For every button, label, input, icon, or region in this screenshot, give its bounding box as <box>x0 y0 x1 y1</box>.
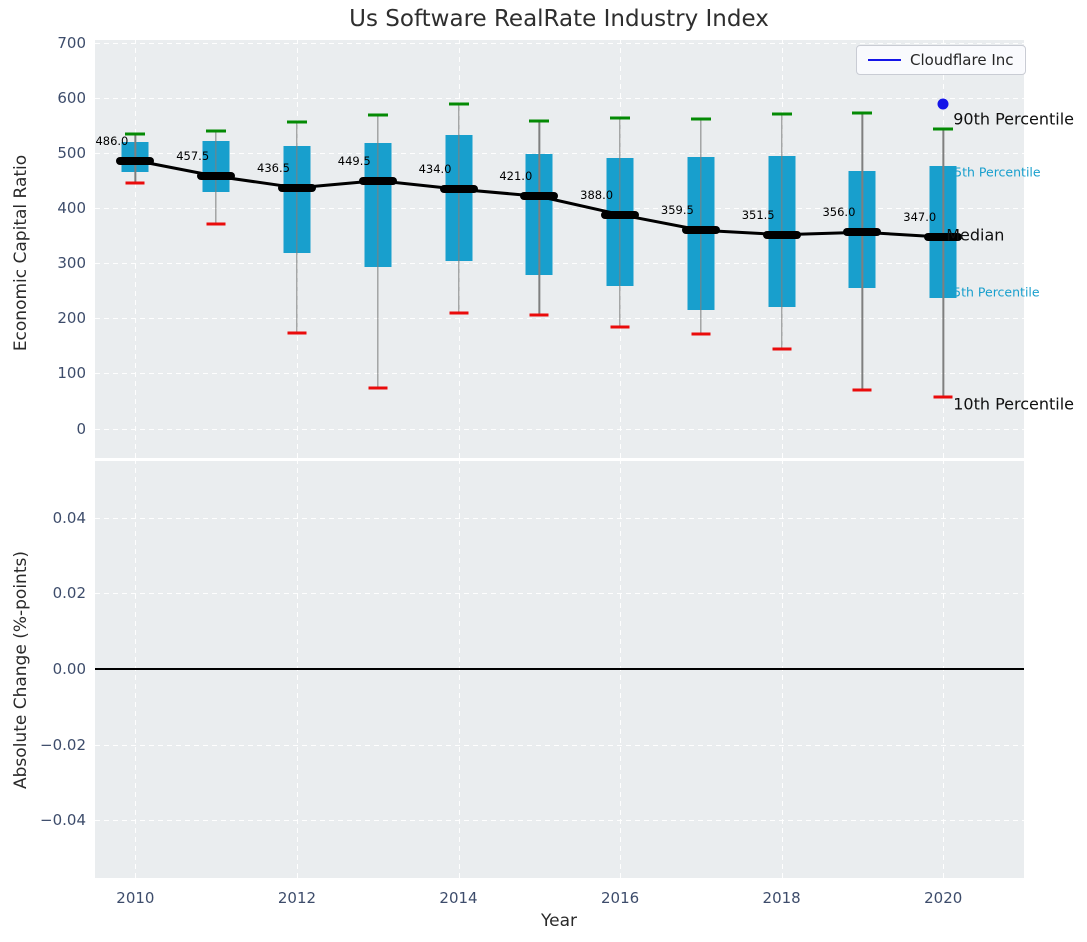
median-value-label-2014: 434.0 <box>418 162 452 177</box>
cap-10th-2020 <box>933 395 953 399</box>
bottom-axes <box>95 461 1024 878</box>
cloudflare-point <box>937 98 949 110</box>
cap-10th-2011 <box>206 222 226 226</box>
bottom-y-tick-label: 0.04 <box>52 508 86 527</box>
x-tick-label: 2012 <box>277 889 317 907</box>
grid-line-horizontal <box>95 593 1024 595</box>
top-y-tick-label: 100 <box>57 364 86 383</box>
cap-90th-2017 <box>690 117 711 121</box>
cap-90th-2015 <box>529 119 550 123</box>
median-marker-2011 <box>197 172 236 181</box>
legend-label: Cloudflare Inc <box>910 51 1014 69</box>
cap-90th-2010 <box>125 132 146 136</box>
cap-90th-2012 <box>286 120 307 124</box>
grid-line-horizontal <box>95 263 1024 265</box>
side-label-90th-percentile: 90th Percentile <box>953 109 1074 129</box>
cap-90th-2013 <box>367 113 388 117</box>
grid-line-horizontal <box>95 152 1024 154</box>
median-marker-2020 <box>924 233 963 242</box>
x-tick-label: 2020 <box>924 889 963 907</box>
grid-line-horizontal <box>95 207 1024 209</box>
top-y-tick-label: 500 <box>57 143 86 162</box>
median-marker-2010 <box>116 156 155 165</box>
whisker-2016 <box>619 117 621 328</box>
median-value-label-2010: 486.0 <box>95 133 129 148</box>
median-value-label-2012: 436.5 <box>257 160 290 175</box>
grid-line-horizontal <box>95 373 1024 375</box>
top-y-tick-label: 200 <box>57 309 86 328</box>
cap-10th-2013 <box>368 386 388 390</box>
cap-90th-2016 <box>610 116 631 120</box>
whisker-2012 <box>296 122 298 334</box>
cap-90th-2014 <box>448 102 469 106</box>
whisker-2019 <box>861 113 864 390</box>
x-axis-label: Year <box>541 911 577 931</box>
whisker-2013 <box>377 114 379 389</box>
side-label-median: Median <box>946 225 1005 245</box>
median-marker-2019 <box>843 228 882 237</box>
cap-90th-2019 <box>852 111 873 115</box>
median-trend-line <box>135 159 944 239</box>
cap-10th-2019 <box>852 388 872 392</box>
median-value-label-2018: 351.5 <box>741 207 775 222</box>
grid-line-horizontal <box>95 97 1024 99</box>
whisker-2015 <box>538 120 540 316</box>
median-marker-2015 <box>520 192 559 201</box>
grid-line-horizontal <box>95 820 1024 822</box>
median-value-label-2020: 347.0 <box>903 210 937 225</box>
median-value-label-2017: 359.5 <box>660 203 694 218</box>
whisker-2020 <box>942 128 944 397</box>
median-marker-2012 <box>277 183 316 192</box>
top-y-tick-label: 0 <box>76 419 86 438</box>
grid-line-horizontal <box>95 318 1024 320</box>
cap-10th-2012 <box>287 331 307 335</box>
cap-10th-2017 <box>691 332 711 336</box>
top-y-tick-label: 300 <box>57 254 86 273</box>
side-label-25th-percentile: 25th Percentile <box>945 284 1040 300</box>
grid-line-horizontal <box>95 42 1024 44</box>
cap-90th-2018 <box>771 112 792 116</box>
bottom-y-tick-label: 0.02 <box>52 584 86 603</box>
whisker-2014 <box>457 103 460 314</box>
side-label-10th-percentile: 10th Percentile <box>953 394 1074 414</box>
top-y-tick-label: 400 <box>57 198 86 217</box>
median-value-label-2011: 457.5 <box>176 149 210 164</box>
cap-90th-2011 <box>206 129 227 133</box>
median-value-label-2019: 356.0 <box>822 205 856 220</box>
grid-line-horizontal <box>95 744 1024 746</box>
x-tick-label: 2016 <box>600 889 640 907</box>
top-axes: 486.0 457.5 436.5 449.5 434.0 421.0 388.0 359.5… <box>95 40 1074 458</box>
chart-title: Us Software RealRate Industry Index <box>349 6 769 32</box>
top-y-tick-label: 700 <box>57 33 86 52</box>
median-value-label-2015: 421.0 <box>499 169 533 184</box>
grid-line-vertical <box>135 40 137 458</box>
bottom-y-tick-label: 0.00 <box>52 659 86 678</box>
median-marker-2017 <box>681 226 720 235</box>
x-tick-label: 2018 <box>762 889 801 907</box>
bottom-y-tick-label: −0.02 <box>40 735 86 754</box>
grid-line-horizontal <box>95 428 1024 430</box>
legend-line-swatch-icon <box>868 59 901 61</box>
median-marker-2016 <box>601 210 640 219</box>
median-marker-2013 <box>358 176 397 185</box>
legend: Cloudflare Inc <box>856 45 1026 75</box>
cap-10th-2014 <box>449 311 469 315</box>
side-label-75th-percentile: 75th Percentile <box>946 164 1041 180</box>
median-value-label-2013: 449.5 <box>337 153 371 168</box>
cap-10th-2015 <box>529 313 549 317</box>
median-marker-2014 <box>439 185 478 194</box>
zero-change-line <box>95 668 1024 670</box>
cap-10th-2010 <box>125 181 145 185</box>
cap-90th-2020 <box>933 127 954 131</box>
bottom-y-tick-label: −0.04 <box>40 811 86 830</box>
grid-line-horizontal <box>95 517 1024 519</box>
x-tick-label: 2014 <box>439 889 478 907</box>
median-value-label-2016: 388.0 <box>580 187 614 202</box>
top-y-tick-label: 600 <box>57 88 86 107</box>
x-tick-label: 2010 <box>116 889 155 907</box>
median-marker-2018 <box>762 230 801 239</box>
cap-10th-2018 <box>772 347 792 351</box>
cap-10th-2016 <box>610 325 630 329</box>
